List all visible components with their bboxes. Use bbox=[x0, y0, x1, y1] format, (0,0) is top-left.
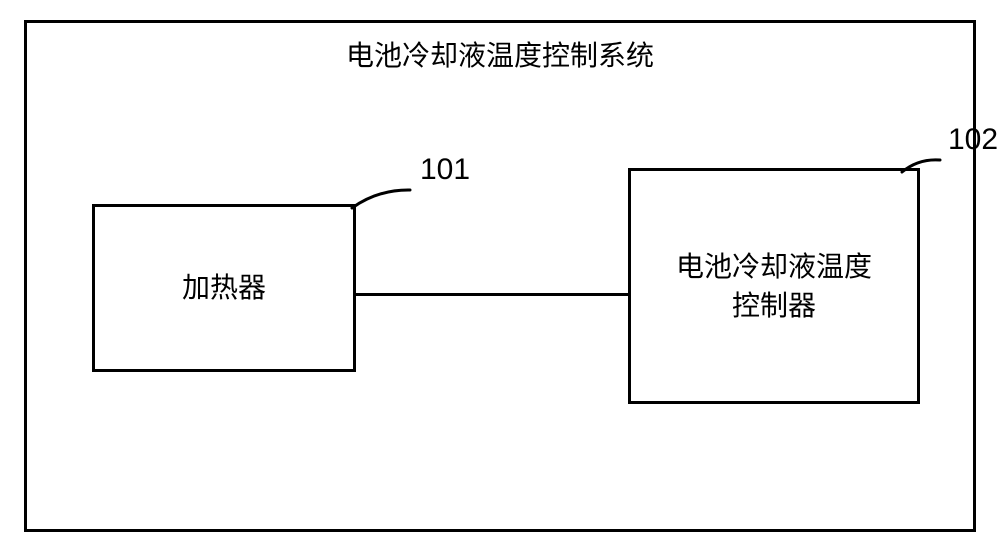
controller-node: 电池冷却液温度控制器 bbox=[628, 168, 920, 404]
heater-controller-connector bbox=[356, 293, 628, 296]
controller-leader-line bbox=[882, 140, 960, 192]
controller-label: 电池冷却液温度控制器 bbox=[676, 247, 872, 325]
heater-leader-line bbox=[332, 170, 430, 228]
diagram-canvas: 电池冷却液温度控制系统 加热器 电池冷却液温度控制器 101 102 bbox=[0, 0, 1000, 552]
system-title: 电池冷却液温度控制系统 bbox=[346, 34, 654, 74]
heater-label: 加热器 bbox=[182, 268, 266, 307]
heater-node: 加热器 bbox=[92, 204, 356, 372]
